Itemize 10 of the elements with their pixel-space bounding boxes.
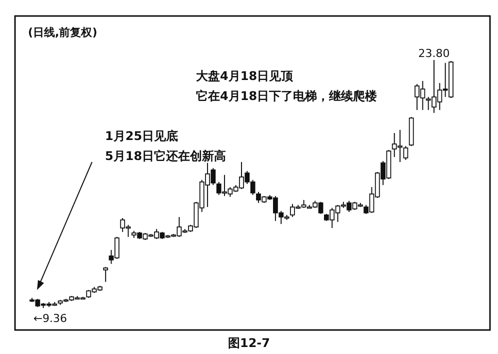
annotation: 5月18日它还在创新高: [105, 149, 226, 163]
candlestick: [403, 146, 408, 160]
annotation: 23.80: [418, 47, 450, 60]
caption: 图12-7: [228, 336, 270, 350]
annotation: 它在4月18日下了电梯，继续爬楼: [196, 89, 378, 103]
chart-title: (日线,前复权): [28, 26, 98, 39]
annotation: 大盘4月18日见顶: [196, 69, 294, 83]
candlestick: [103, 266, 108, 282]
annotation: ←9.36: [33, 312, 68, 325]
annotation: 1月25日见底: [105, 129, 178, 143]
